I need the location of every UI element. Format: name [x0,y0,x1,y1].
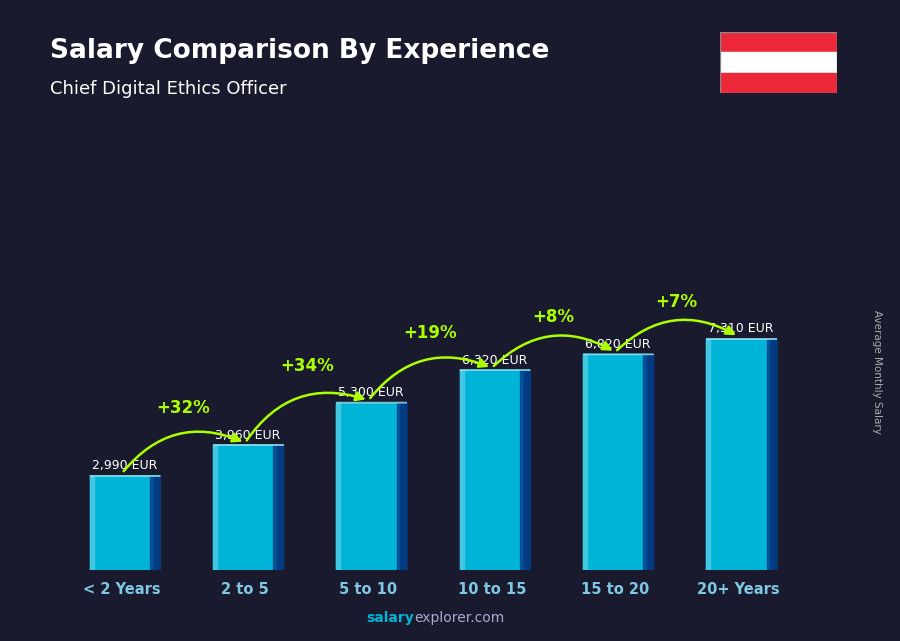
Bar [337,403,340,570]
Bar [90,476,94,570]
Text: 7,310 EUR: 7,310 EUR [708,322,774,335]
Polygon shape [154,476,160,570]
Polygon shape [647,354,653,570]
Bar [213,445,217,570]
Text: 3,960 EUR: 3,960 EUR [215,429,280,442]
Bar [460,370,524,570]
Bar [706,339,710,570]
Text: explorer.com: explorer.com [414,611,504,625]
Text: salary: salary [366,611,414,625]
Bar [583,354,647,570]
Bar [720,32,837,53]
Polygon shape [770,339,777,570]
Bar [460,370,464,570]
Text: 2,990 EUR: 2,990 EUR [92,460,157,472]
Bar [520,370,524,570]
Polygon shape [277,445,284,570]
Text: Chief Digital Ethics Officer: Chief Digital Ethics Officer [50,80,286,98]
Text: 6,820 EUR: 6,820 EUR [585,338,651,351]
Text: 6,320 EUR: 6,320 EUR [462,354,527,367]
Bar [213,445,277,570]
Bar [720,53,837,72]
Text: +19%: +19% [403,324,457,342]
Bar [337,403,400,570]
Text: 5,300 EUR: 5,300 EUR [338,386,404,399]
Text: Average Monthly Salary: Average Monthly Salary [872,310,883,434]
Text: +7%: +7% [656,293,698,311]
Bar [720,72,837,93]
Text: +34%: +34% [280,356,334,374]
Text: +32%: +32% [157,399,211,417]
Polygon shape [524,370,530,570]
Text: +8%: +8% [533,308,574,326]
Bar [397,403,400,570]
Text: Salary Comparison By Experience: Salary Comparison By Experience [50,38,549,65]
Bar [767,339,770,570]
Bar [90,476,154,570]
Bar [644,354,647,570]
Bar [274,445,277,570]
Bar [150,476,154,570]
Bar [706,339,770,570]
Polygon shape [400,403,407,570]
Bar [583,354,587,570]
